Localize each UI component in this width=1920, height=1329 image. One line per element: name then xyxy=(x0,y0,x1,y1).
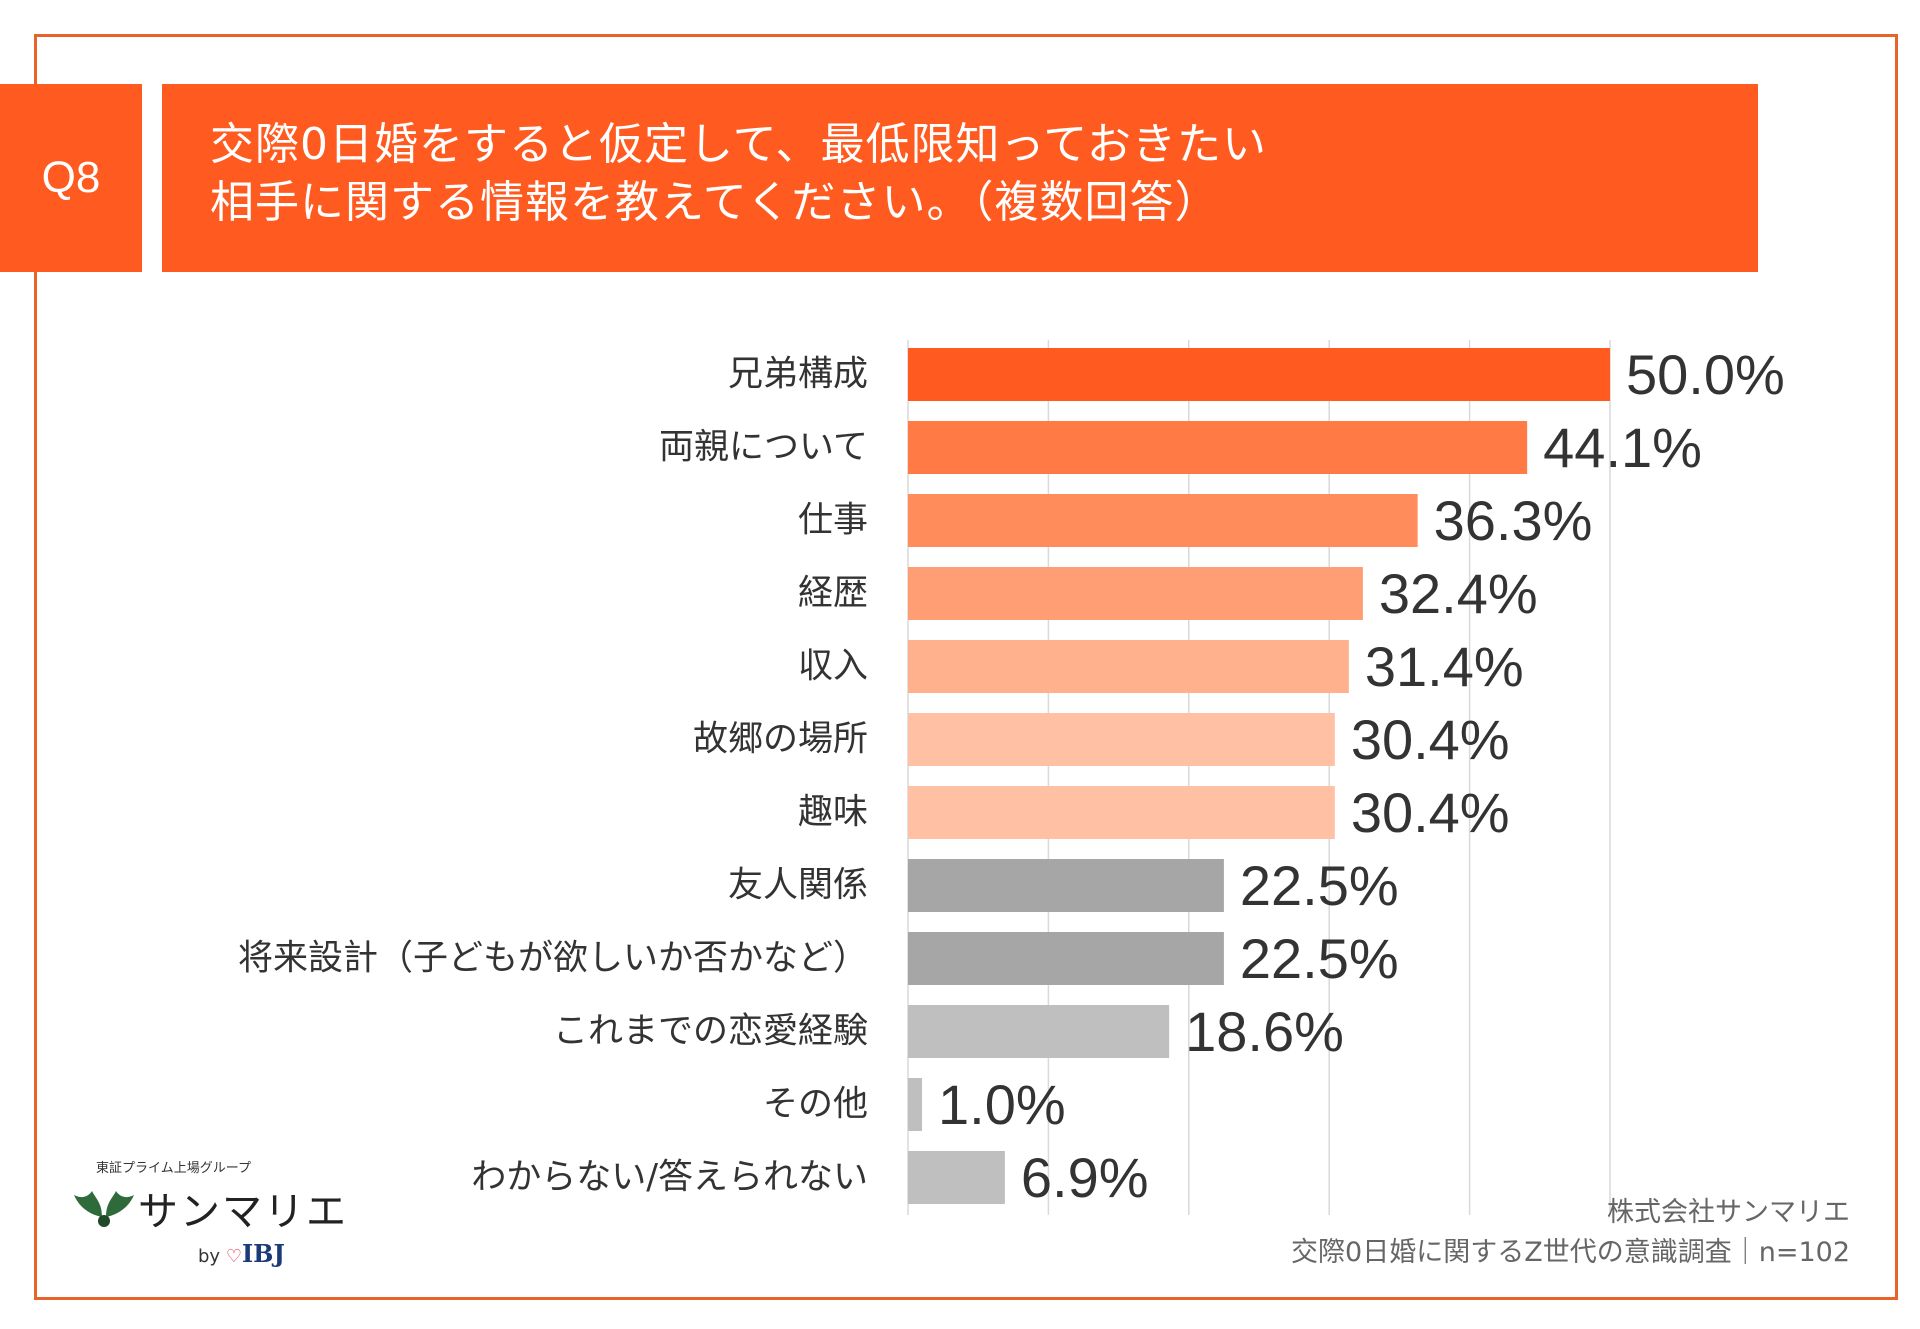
bar xyxy=(908,567,1363,620)
page-frame xyxy=(34,34,1898,1300)
bar xyxy=(908,421,1528,474)
data-label: 1.0% xyxy=(938,1073,1066,1136)
source-survey: 交際0日婚に関するZ世代の意識調査｜n=102 xyxy=(1291,1237,1850,1268)
category-label: 将来設計（子どもが欲しいか否かなど） xyxy=(238,939,868,979)
data-label: 32.4% xyxy=(1379,562,1538,625)
data-label: 31.4% xyxy=(1365,635,1524,698)
company-logo: 東証プライム上場グループ サンマリエ by ♡IBJ xyxy=(72,1157,346,1277)
data-label: 30.4% xyxy=(1351,708,1510,771)
question-text-line-2: 相手に関する情報を教えてください。（複数回答） xyxy=(210,177,1220,228)
logo-by-line: by ♡IBJ xyxy=(198,1239,285,1268)
source-company: 株式会社サンマリエ xyxy=(1607,1197,1850,1228)
bar xyxy=(908,1078,923,1131)
category-label: これまでの恋愛経験 xyxy=(553,1012,868,1052)
logo-by-text: by xyxy=(198,1246,221,1267)
logo-group-text: 東証プライム上場グループ xyxy=(96,1161,251,1176)
logo-name: サンマリエ xyxy=(138,1189,348,1235)
category-label: その他 xyxy=(763,1085,868,1125)
bar xyxy=(908,640,1349,693)
category-label: 仕事 xyxy=(798,501,868,541)
bar xyxy=(908,348,1610,401)
data-label: 44.1% xyxy=(1543,416,1702,479)
category-label: 故郷の場所 xyxy=(693,720,868,760)
category-label: 趣味 xyxy=(798,793,868,833)
bar xyxy=(908,786,1335,839)
bar xyxy=(908,1151,1005,1204)
bar xyxy=(908,713,1335,766)
data-label: 22.5% xyxy=(1240,927,1399,990)
data-label: 6.9% xyxy=(1021,1146,1149,1209)
category-label: 経歴 xyxy=(798,574,868,614)
holly-leaf-icon xyxy=(74,1191,134,1227)
category-label: 兄弟構成 xyxy=(728,355,868,395)
logo-brand: IBJ xyxy=(241,1239,285,1268)
bar xyxy=(908,494,1418,547)
category-label: わからない/答えられない xyxy=(471,1158,868,1198)
data-label: 22.5% xyxy=(1240,854,1399,917)
question-number: Q8 xyxy=(41,153,101,202)
source-note: 株式会社サンマリエ 交際0日婚に関するZ世代の意識調査｜n=102 xyxy=(1291,1193,1850,1273)
category-label: 収入 xyxy=(798,647,868,687)
bar xyxy=(908,932,1224,985)
category-label: 友人関係 xyxy=(728,866,868,906)
data-label: 50.0% xyxy=(1626,343,1785,406)
bar xyxy=(908,859,1224,912)
question-number-badge: Q8 xyxy=(0,84,142,272)
question-text-line-1: 交際0日婚をすると仮定して、最低限知っておきたい xyxy=(210,119,1267,170)
category-label: 両親について xyxy=(659,428,868,468)
data-label: 18.6% xyxy=(1185,1000,1344,1063)
data-label: 36.3% xyxy=(1434,489,1593,552)
question-banner: 交際0日婚をすると仮定して、最低限知っておきたい 相手に関する情報を教えてくださ… xyxy=(162,84,1758,272)
heart-icon: ♡ xyxy=(225,1246,242,1267)
data-label: 30.4% xyxy=(1351,781,1510,844)
bar xyxy=(908,1005,1170,1058)
